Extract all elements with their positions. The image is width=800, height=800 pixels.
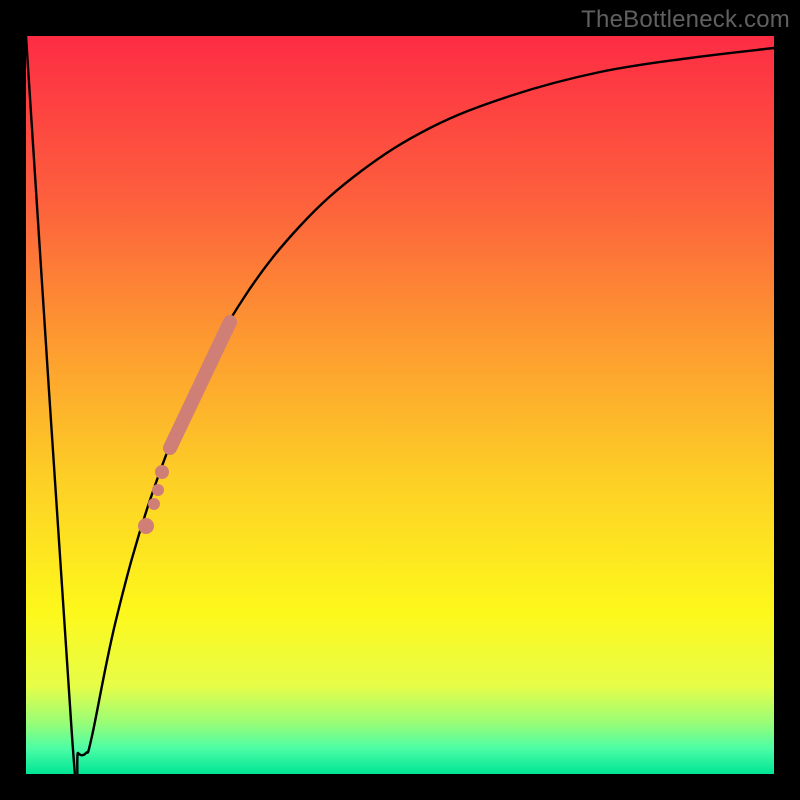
highlight-dot <box>148 498 160 510</box>
bottleneck-chart-container: TheBottleneck.com <box>0 0 800 800</box>
chart-background-gradient <box>26 36 774 774</box>
watermark-label: TheBottleneck.com <box>581 6 790 34</box>
highlight-dot <box>155 465 169 479</box>
highlight-dot <box>138 518 154 534</box>
bottleneck-curve-chart <box>0 0 800 800</box>
highlight-dot <box>152 484 164 496</box>
